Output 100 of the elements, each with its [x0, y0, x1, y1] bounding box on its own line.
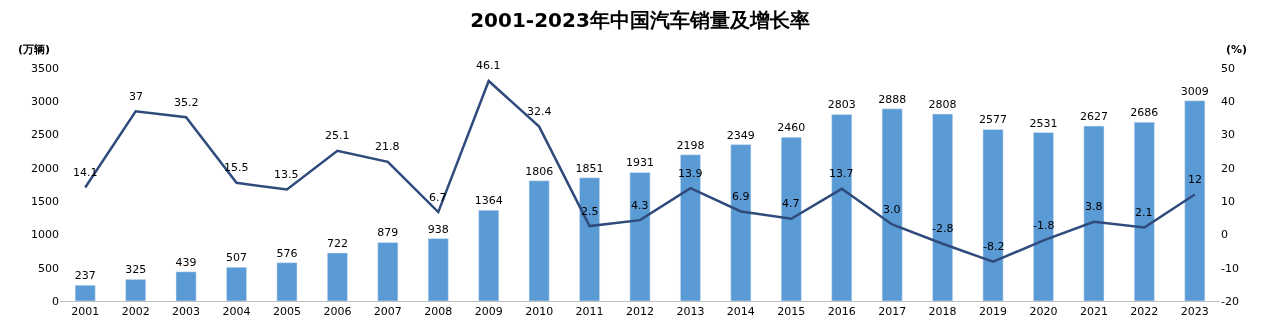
y-tick-label: 500 — [38, 261, 59, 275]
x-tick-label: 2015 — [777, 305, 806, 319]
data-label: 35.2 — [174, 96, 199, 109]
bar — [629, 172, 651, 301]
data-label: 2577 — [979, 113, 1008, 127]
x-tick-label: 2017 — [878, 305, 907, 319]
bar — [327, 252, 348, 301]
bar — [226, 267, 247, 301]
x-tick-label: 2014 — [726, 305, 755, 319]
data-label: -2.8 — [932, 222, 954, 235]
data-label: 12 — [1188, 173, 1202, 186]
data-label: 2888 — [878, 92, 907, 106]
data-label: 1364 — [474, 194, 503, 208]
bar — [1184, 100, 1206, 301]
data-label: 325 — [125, 263, 147, 277]
bar — [125, 279, 146, 301]
bar — [680, 154, 701, 301]
y2-tick-label: -20 — [1221, 294, 1239, 308]
bar — [831, 114, 853, 301]
y2-tick-label: 0 — [1221, 228, 1228, 242]
data-label: 576 — [276, 246, 298, 260]
bar — [730, 144, 752, 301]
y-tick-label: 2000 — [31, 161, 59, 175]
data-label: 3.8 — [1085, 200, 1103, 213]
x-tick-label: 2009 — [474, 305, 503, 319]
data-label: 6.9 — [732, 190, 750, 203]
x-tick-label: 2020 — [1029, 305, 1058, 319]
y2-axis-title: (%) — [1226, 43, 1248, 56]
y2-tick-label: 40 — [1221, 95, 1235, 109]
x-tick-label: 2012 — [626, 305, 654, 319]
data-label: 2198 — [676, 138, 705, 152]
data-label: 237 — [74, 269, 96, 283]
data-label: 13.5 — [274, 168, 299, 181]
bar — [528, 180, 550, 301]
data-label: 46.1 — [476, 59, 501, 72]
x-tick-label: 2016 — [827, 305, 856, 319]
data-label: 507 — [226, 251, 248, 265]
bar — [478, 209, 500, 301]
y-tick-label: 3000 — [31, 95, 59, 109]
bar — [175, 271, 197, 301]
x-tick-label: 2004 — [222, 305, 251, 319]
x-tick-label: 2008 — [424, 305, 453, 319]
bar — [377, 242, 399, 301]
x-tick-label: 2022 — [1130, 305, 1159, 319]
bar — [1134, 121, 1155, 301]
bar — [74, 284, 96, 301]
data-label: 2531 — [1029, 116, 1058, 130]
bar — [1083, 125, 1105, 301]
data-label: 1931 — [626, 156, 654, 170]
x-tick-label: 2006 — [323, 305, 352, 319]
x-tick-label: 2007 — [373, 305, 402, 319]
data-label: 4.3 — [631, 199, 649, 212]
data-label: 37 — [129, 90, 143, 103]
y2-tick-label: 20 — [1221, 161, 1235, 175]
data-label: 2.1 — [1135, 206, 1153, 219]
y-tick-label: 0 — [52, 294, 59, 308]
y2-tick-label: 50 — [1221, 61, 1235, 75]
data-label: 21.8 — [375, 140, 400, 153]
data-label: 25.1 — [325, 129, 350, 142]
bar — [982, 129, 1004, 301]
y-tick-label: 1500 — [31, 194, 59, 208]
x-tick-label: 2001 — [71, 305, 100, 319]
data-label: 722 — [326, 236, 348, 250]
x-tick-label: 2011 — [575, 305, 604, 319]
y2-tick-label: -10 — [1221, 261, 1239, 275]
x-tick-label: 2003 — [172, 305, 201, 319]
data-label: 2627 — [1079, 110, 1108, 124]
x-tick-label: 2013 — [676, 305, 705, 319]
y-tick-label: 1000 — [31, 228, 59, 242]
data-label: 3.0 — [883, 203, 901, 216]
y-axis-title: (万辆) — [18, 43, 51, 56]
x-tick-label: 2019 — [979, 305, 1008, 319]
data-label: 938 — [427, 222, 449, 236]
bar — [932, 113, 953, 301]
bar — [780, 136, 802, 301]
y-tick-label: 2500 — [31, 128, 59, 142]
data-label: 1806 — [525, 164, 554, 178]
y-tick-label: 3500 — [31, 61, 59, 75]
data-label: 32.4 — [527, 105, 552, 118]
data-label: 2349 — [726, 128, 755, 142]
data-label: 4.7 — [782, 197, 800, 210]
data-label: 2808 — [928, 98, 957, 112]
x-tick-label: 2010 — [525, 305, 554, 319]
data-label: 1851 — [575, 161, 604, 175]
bar — [276, 262, 298, 301]
bar — [881, 108, 903, 301]
data-label: 2.5 — [581, 205, 599, 218]
data-label: 2686 — [1130, 106, 1159, 120]
x-tick-label: 2021 — [1079, 305, 1108, 319]
x-tick-label: 2023 — [1180, 305, 1209, 319]
data-label: 2460 — [777, 121, 806, 135]
chart-title: 2001-2023年中国汽车销量及增长率 — [470, 8, 810, 33]
y2-tick-label: 30 — [1221, 128, 1235, 142]
bar — [427, 238, 449, 301]
bar — [1033, 132, 1054, 301]
data-label: 879 — [377, 226, 399, 240]
y2-tick-label: 10 — [1221, 194, 1235, 208]
data-label: -1.8 — [1033, 219, 1055, 232]
x-tick-label: 2018 — [928, 305, 957, 319]
data-label: 15.5 — [224, 161, 249, 174]
